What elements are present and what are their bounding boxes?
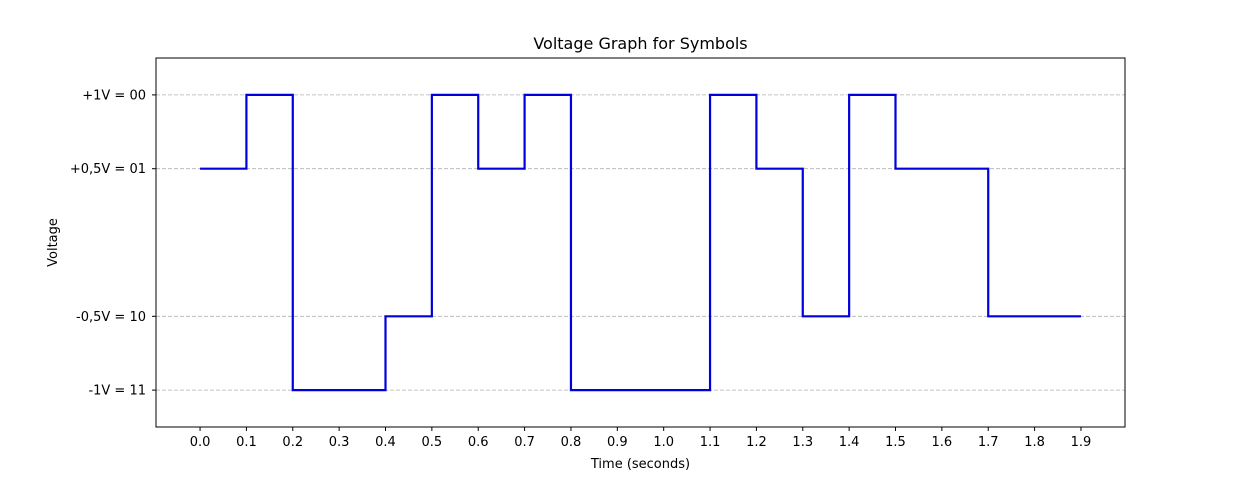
x-tick-label: 1.9 xyxy=(1071,435,1092,450)
x-tick-label: 1.5 xyxy=(885,435,906,450)
grid-layer xyxy=(156,94,1125,391)
x-axis-label: Time (seconds) xyxy=(590,457,690,472)
y-axis-ticks: +1V = 00 +0,5V = 01 -0,5V = 10 -1V = 11 xyxy=(70,88,156,399)
x-tick-label: 0.7 xyxy=(514,435,535,450)
x-tick-label: 1.3 xyxy=(792,435,813,450)
x-tick-label: 0.5 xyxy=(422,435,443,450)
x-tick-label: 1.2 xyxy=(746,435,767,450)
y-tick-label: +0,5V = 01 xyxy=(70,162,146,177)
x-tick-label: 1.6 xyxy=(932,435,953,450)
x-tick-label: 1.4 xyxy=(839,435,860,450)
x-tick-label: 0.2 xyxy=(282,435,303,450)
y-axis-label: Voltage xyxy=(46,218,61,267)
x-tick-label: 0.3 xyxy=(329,435,350,450)
x-tick-label: 0.4 xyxy=(375,435,396,450)
y-tick-label: +1V = 00 xyxy=(82,88,146,103)
voltage-step-line xyxy=(200,93,1081,392)
x-axis-ticks: 0.0 0.1 0.2 0.3 0.4 0.5 0.6 0.7 0.8 0.9 1.0 1.1 1.2 1… xyxy=(190,427,1092,450)
x-tick-label: 0.9 xyxy=(607,435,628,450)
y-tick-label: -0,5V = 10 xyxy=(76,310,146,325)
x-tick-label: 1.1 xyxy=(700,435,721,450)
x-tick-label: 0.8 xyxy=(561,435,582,450)
series-layer xyxy=(200,93,1081,392)
y-tick-label: -1V = 11 xyxy=(88,384,146,399)
chart-title: Voltage Graph for Symbols xyxy=(533,34,747,53)
x-tick-label: 0.6 xyxy=(468,435,489,450)
x-tick-label: 1.0 xyxy=(653,435,674,450)
plot-frame xyxy=(155,57,1126,428)
x-tick-label: 0.0 xyxy=(190,435,211,450)
x-tick-label: 1.7 xyxy=(978,435,999,450)
x-tick-label: 0.1 xyxy=(236,435,257,450)
x-tick-label: 1.8 xyxy=(1024,435,1045,450)
